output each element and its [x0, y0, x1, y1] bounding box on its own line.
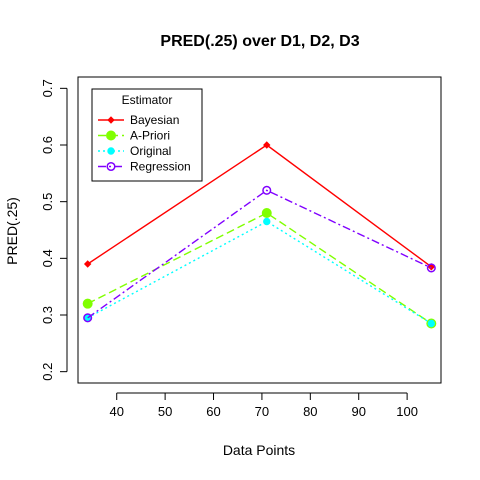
series-a-priori [82, 208, 437, 329]
x-tick-label: 70 [255, 404, 269, 419]
legend-item: Regression [98, 160, 191, 174]
y-tick-label: 0.5 [40, 193, 55, 211]
legend-swatch-marker [107, 147, 115, 155]
series-regression [83, 185, 436, 323]
series-bayesian [83, 141, 436, 271]
legend-swatch-marker [106, 161, 116, 172]
x-tick-label: 90 [351, 404, 365, 419]
legend-swatch-marker [107, 116, 115, 124]
y-tick-label: 0.2 [40, 363, 55, 381]
y-axis-label: PRED(.25) [4, 197, 20, 265]
x-tick-label: 80 [303, 404, 317, 419]
plot-area-frame [77, 76, 442, 384]
data-point [82, 298, 93, 309]
y-tick-label: 0.4 [40, 249, 55, 267]
series-line [87, 212, 432, 325]
y-tick-label: 0.6 [40, 136, 55, 154]
series-original [83, 217, 436, 328]
legend-label: A-Priori [130, 129, 170, 143]
series-layer [82, 141, 437, 329]
y-axis: 0.2 0.3 0.4 0.5 0.6 0.7 [40, 79, 68, 381]
data-point [427, 319, 436, 328]
x-tick-label: 100 [396, 404, 418, 419]
data-point [263, 217, 271, 226]
legend-item: Original [98, 144, 171, 158]
data-point [261, 208, 272, 218]
legend-item: Bayesian [98, 113, 179, 127]
data-point [263, 141, 271, 149]
legend-item: A-Priori [98, 129, 170, 143]
series-line [87, 189, 432, 319]
x-tick-label: 60 [206, 404, 220, 419]
data-point [83, 313, 93, 323]
legend-title: Estimator [122, 93, 173, 107]
legend-label: Bayesian [130, 113, 179, 127]
legend-swatch-marker [106, 130, 116, 141]
x-axis: 40 50 60 70 80 90 100 [109, 392, 418, 419]
y-tick-label: 0.7 [40, 79, 55, 97]
x-tick-label: 50 [158, 404, 172, 419]
y-tick-label: 0.3 [40, 306, 55, 324]
data-point [426, 263, 436, 273]
x-tick-label: 40 [109, 404, 123, 419]
data-point [427, 263, 436, 271]
x-axis-label: Data Points [223, 442, 295, 458]
data-point [83, 260, 92, 268]
legend-label: Regression [130, 160, 191, 174]
series-line [87, 220, 432, 325]
data-point [262, 185, 272, 195]
chart-title: PRED(.25) over D1, D2, D3 [160, 33, 359, 50]
legend-label: Original [130, 144, 171, 158]
